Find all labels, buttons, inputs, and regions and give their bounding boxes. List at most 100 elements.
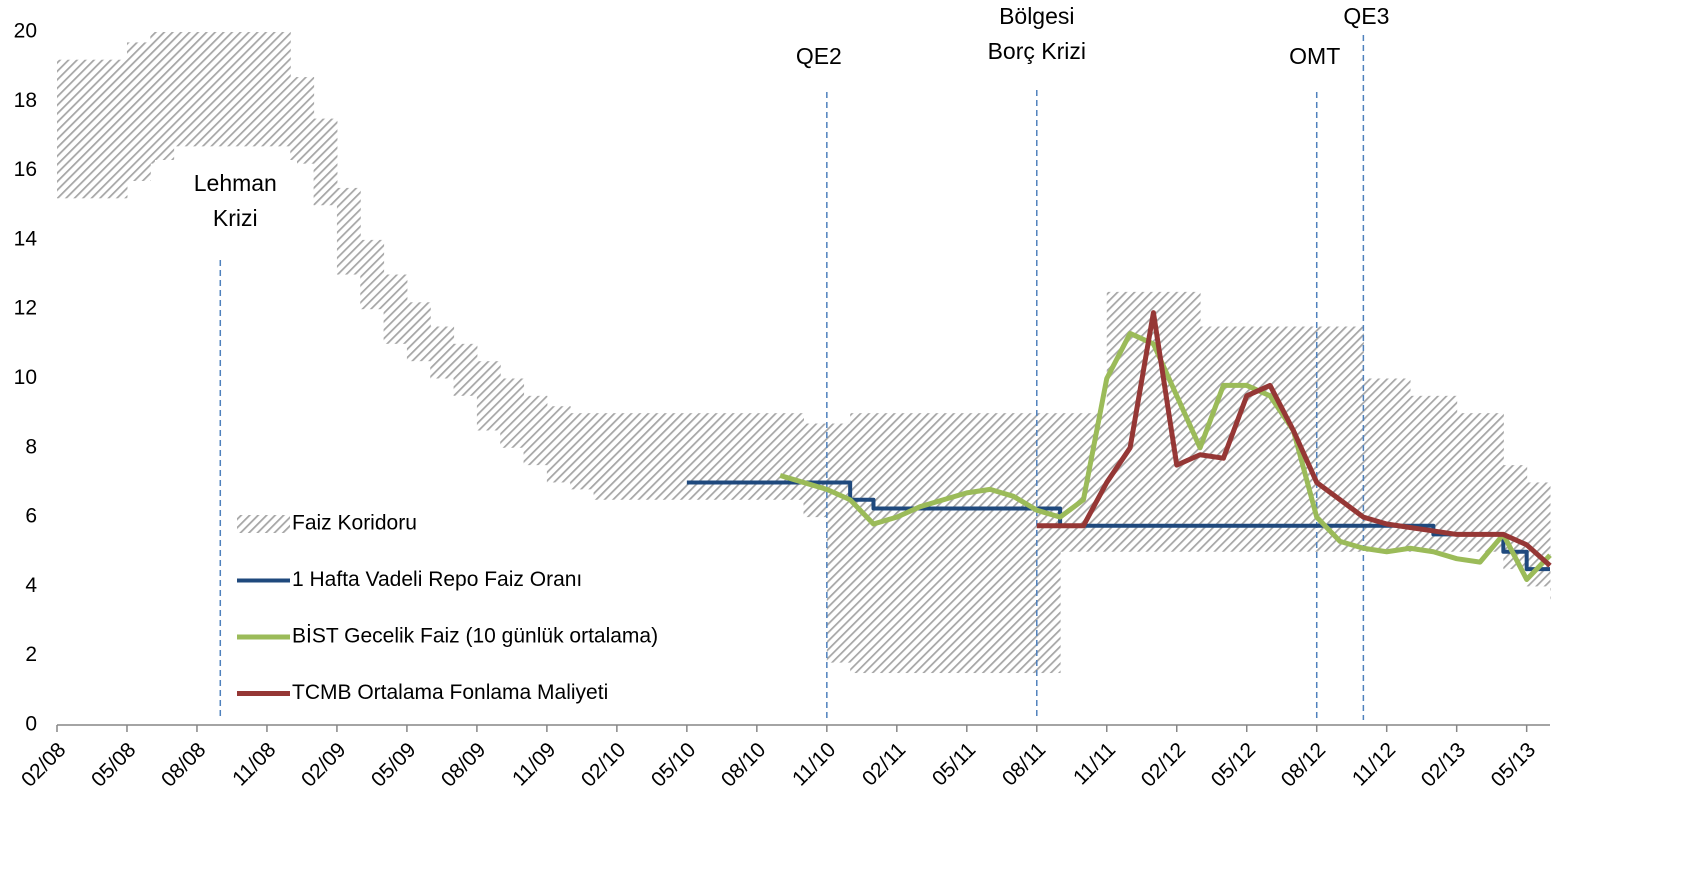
annotation-label: QE2 [796, 43, 842, 69]
corridor-band [640, 413, 665, 500]
corridor-band [616, 413, 641, 500]
corridor-band [57, 59, 81, 199]
corridor-band [243, 32, 268, 147]
y-tick-label: 12 [14, 297, 37, 320]
corridor-band [1200, 326, 1224, 552]
corridor-band [570, 413, 595, 490]
corridor-band [546, 406, 571, 483]
corridor-band [826, 423, 851, 663]
legend-swatch [237, 515, 290, 533]
x-tick-label: 08/09 [437, 738, 490, 791]
y-tick-label: 10 [14, 366, 37, 389]
y-tick-label: 20 [14, 20, 37, 43]
corridor-band [1433, 395, 1458, 552]
x-tick-label: 02/11 [858, 738, 910, 790]
x-tick-label: 02/12 [1137, 738, 1190, 791]
legend-label: TCMB Ortalama Fonlama Maliyeti [292, 681, 608, 704]
corridor-band [966, 413, 991, 674]
legend-label: Faiz Koridoru [292, 512, 417, 535]
corridor-band [383, 274, 408, 344]
x-tick-label: 02/10 [577, 738, 630, 791]
corridor-band [1550, 499, 1551, 604]
y-tick-label: 8 [25, 435, 37, 458]
series-line [1036, 310, 1552, 568]
corridor-band [453, 343, 478, 396]
corridor-band [336, 187, 361, 275]
corridor-band [1340, 326, 1364, 552]
corridor-band [523, 395, 548, 466]
corridor-band [756, 413, 781, 500]
x-tick-label: 08/10 [717, 738, 770, 791]
x-tick-label: 02/09 [297, 738, 350, 791]
corridor-band [1060, 413, 1084, 552]
x-tick-label: 05/08 [87, 738, 140, 791]
x-tick-label: 05/13 [1487, 738, 1540, 791]
x-tick-label: 02/13 [1417, 738, 1470, 791]
y-tick-label: 2 [25, 643, 37, 666]
corridor-band [1246, 326, 1271, 552]
corridor-band [290, 77, 315, 164]
corridor-band [500, 378, 525, 448]
legend-label: 1 Hafta Vadeli Repo Faiz Oranı [292, 568, 582, 591]
corridor-band [266, 32, 291, 147]
y-tick-label: 16 [14, 158, 37, 181]
x-tick-label: 05/12 [1207, 738, 1260, 791]
y-tick-label: 18 [14, 89, 37, 112]
x-tick-label: 11/08 [228, 738, 280, 790]
corridor-band [803, 423, 828, 518]
x-tick-label: 11/10 [788, 738, 840, 790]
corridor-band [686, 413, 711, 500]
corridor-band [733, 413, 758, 500]
y-tick-label: 4 [25, 574, 37, 597]
corridor-band [1036, 413, 1061, 674]
corridor-band [313, 118, 338, 206]
x-tick-label: 11/11 [1069, 738, 1120, 789]
x-tick-label: 08/08 [157, 738, 210, 791]
corridor-band [1223, 326, 1248, 552]
annotation-label: Krizi [213, 205, 258, 231]
corridor-band [150, 32, 175, 164]
corridor-band [1410, 395, 1434, 552]
corridor-band [873, 413, 898, 674]
corridor-band [1013, 413, 1038, 674]
corridor-band [126, 42, 151, 181]
corridor-band [710, 413, 735, 500]
corridor-band [173, 32, 198, 147]
annotation-label: QE3 [1343, 3, 1389, 29]
corridor-band [593, 413, 618, 500]
annotation-label: Bölgesi [999, 3, 1074, 29]
corridor-band [920, 413, 944, 674]
annotation-label: OMT [1289, 43, 1340, 69]
corridor-band [1456, 413, 1481, 552]
corridor-band [360, 239, 385, 310]
x-tick-label: 05/09 [367, 738, 420, 791]
corridor-band [430, 326, 455, 379]
corridor-band [780, 413, 804, 500]
corridor-band [196, 32, 221, 147]
annotation-box [155, 160, 297, 255]
x-tick-label: 08/11 [998, 738, 1050, 790]
corridor-band [990, 413, 1014, 674]
x-tick-label: 05/11 [928, 738, 980, 790]
corridor-band [896, 413, 921, 674]
annotation-label: Lehman [194, 170, 277, 196]
x-tick-label: 05/10 [647, 738, 700, 791]
y-tick-label: 6 [25, 505, 37, 528]
corridor-band [1106, 291, 1131, 552]
corridor-band [1386, 378, 1411, 552]
x-tick-label: 02/08 [17, 738, 70, 791]
legend-label: BİST Gecelik Faiz (10 günlük ortalama) [292, 625, 658, 648]
corridor-band [103, 59, 128, 199]
corridor-band [476, 361, 501, 431]
annotation-label: Borç Krizi [988, 38, 1086, 64]
corridor-band [220, 32, 245, 147]
x-tick-label: 08/12 [1277, 738, 1330, 791]
y-tick-label: 0 [25, 713, 37, 736]
corridor-band [1363, 378, 1388, 552]
series-line [779, 330, 1552, 582]
corridor-band [1270, 326, 1294, 552]
corridor-band [1480, 413, 1504, 552]
corridor-band [850, 413, 874, 674]
corridor-band [406, 302, 431, 362]
